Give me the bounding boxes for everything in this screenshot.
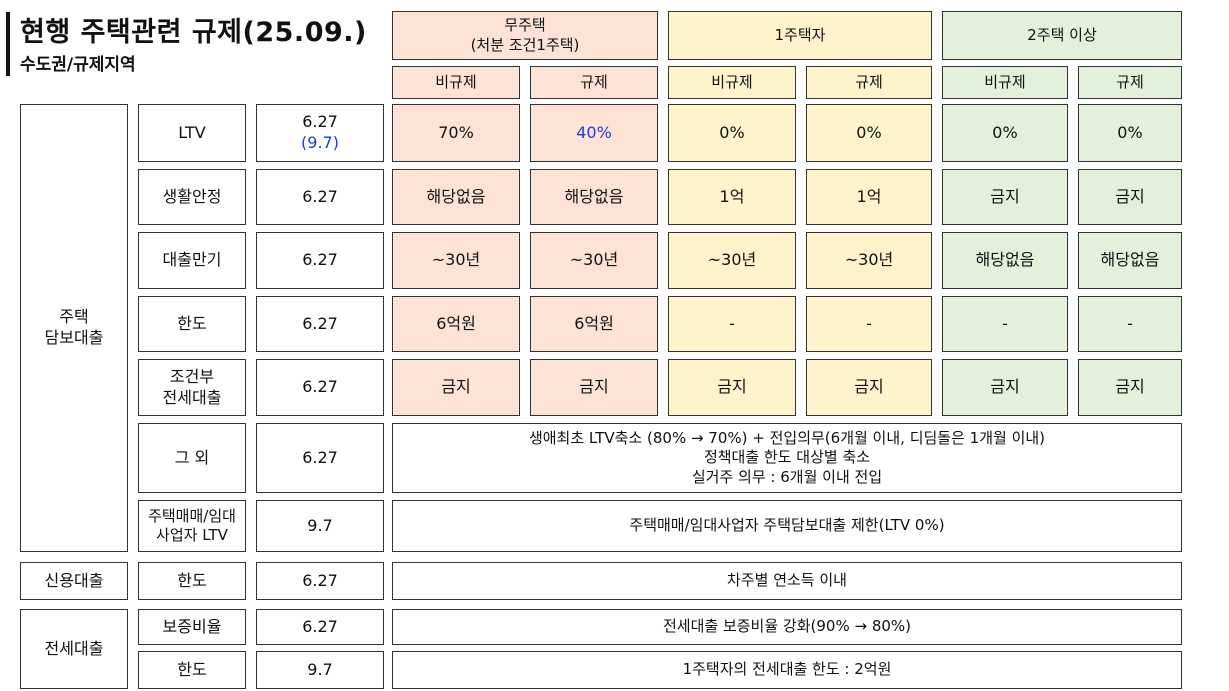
subheader-multi-house-non-reg: 비규제	[942, 66, 1068, 99]
group-header-no-house-line1: 무주택	[504, 16, 546, 34]
living-multi-house-reg: 금지	[1078, 169, 1182, 225]
row-date-ltv-primary: 6.27	[302, 112, 338, 132]
group-header-multi-house: 2주택 이상	[942, 11, 1182, 60]
conditional-multi-house-reg: 금지	[1078, 359, 1182, 416]
row-date-conditional: 6.27	[256, 359, 384, 416]
other-description-line1: 생애최초 LTV축소 (80% → 70%) + 전입의무(6개월 이내, 디딤…	[528, 428, 1046, 447]
row-label-living: 생활안정	[138, 169, 246, 225]
ltv-multi-house-non-reg: 0%	[942, 104, 1068, 162]
row-date-ltv-secondary: (9.7)	[301, 133, 339, 152]
conditional-no-house-non-reg: 금지	[392, 359, 520, 416]
subheader-one-house-non-reg: 비규제	[668, 66, 796, 99]
group-header-no-house: 무주택 (처분 조건1주택)	[392, 11, 658, 60]
row-label-other: 그 외	[138, 423, 246, 493]
category-mortgage: 주택 담보대출	[20, 104, 128, 552]
category-mortgage-line1: 주택	[59, 307, 89, 327]
jeonse-limit-description: 1주택자의 전세대출 한도 : 2억원	[392, 651, 1182, 689]
living-no-house-non-reg: 해당없음	[392, 169, 520, 225]
row-label-conditional-line2: 전세대출	[162, 387, 222, 407]
living-one-house-non-reg: 1억	[668, 169, 796, 225]
ltv-multi-house-reg: 0%	[1078, 104, 1182, 162]
other-description-line2: 정책대출 한도 대상별 축소	[703, 448, 871, 467]
living-multi-house-non-reg: 금지	[942, 169, 1068, 225]
limit-multi-house-non-reg: -	[942, 296, 1068, 352]
subheader-no-house-reg: 규제	[530, 66, 658, 99]
row-label-limit: 한도	[138, 296, 246, 352]
other-description-line3: 실거주 의무 : 6개월 이내 전입	[691, 467, 883, 486]
row-date-maturity: 6.27	[256, 232, 384, 289]
row-date-other: 6.27	[256, 423, 384, 493]
row-label-conditional-line1: 조건부	[169, 366, 215, 386]
conditional-one-house-reg: 금지	[806, 359, 932, 416]
living-no-house-reg: 해당없음	[530, 169, 658, 225]
category-credit: 신용대출	[20, 562, 128, 600]
row-label-business-line2: 사업자 LTV	[156, 526, 228, 544]
guarantee-description: 전세대출 보증비율 강화(90% → 80%)	[392, 609, 1182, 645]
category-jeonse: 전세대출	[20, 609, 128, 689]
living-one-house-reg: 1억	[806, 169, 932, 225]
row-label-business: 주택매매/임대 사업자 LTV	[138, 500, 246, 552]
row-label-conditional: 조건부 전세대출	[138, 359, 246, 416]
page-subtitle: 수도권/규제지역	[20, 55, 136, 75]
limit-no-house-non-reg: 6억원	[392, 296, 520, 352]
subheader-one-house-reg: 규제	[806, 66, 932, 99]
limit-no-house-reg: 6억원	[530, 296, 658, 352]
row-date-guarantee: 6.27	[256, 609, 384, 645]
maturity-no-house-non-reg: ~30년	[392, 232, 520, 289]
row-label-credit-limit: 한도	[138, 562, 246, 600]
row-label-guarantee: 보증비율	[138, 609, 246, 645]
row-date-ltv: 6.27 (9.7)	[256, 104, 384, 162]
title-accent-bar	[6, 12, 10, 76]
subheader-multi-house-reg: 규제	[1078, 66, 1182, 99]
row-date-jeonse-limit: 9.7	[256, 651, 384, 689]
row-date-living: 6.27	[256, 169, 384, 225]
business-description: 주택매매/임대사업자 주택담보대출 제한(LTV 0%)	[392, 500, 1182, 552]
row-label-ltv: LTV	[138, 104, 246, 162]
row-label-business-line1: 주택매매/임대	[148, 506, 236, 525]
row-date-credit-limit: 6.27	[256, 562, 384, 600]
ltv-no-house-non-reg: 70%	[392, 104, 520, 162]
maturity-one-house-reg: ~30년	[806, 232, 932, 289]
group-header-no-house-line2: (처분 조건1주택)	[470, 35, 580, 54]
maturity-one-house-non-reg: ~30년	[668, 232, 796, 289]
group-header-one-house: 1주택자	[668, 11, 932, 60]
maturity-no-house-reg: ~30년	[530, 232, 658, 289]
other-description: 생애최초 LTV축소 (80% → 70%) + 전입의무(6개월 이내, 디딤…	[392, 423, 1182, 493]
row-date-business: 9.7	[256, 500, 384, 552]
limit-one-house-non-reg: -	[668, 296, 796, 352]
credit-limit-description: 차주별 연소득 이내	[392, 562, 1182, 600]
ltv-one-house-reg: 0%	[806, 104, 932, 162]
row-label-maturity: 대출만기	[138, 232, 246, 289]
ltv-one-house-non-reg: 0%	[668, 104, 796, 162]
page-title: 현행 주택관련 규제(25.09.)	[20, 17, 367, 48]
maturity-multi-house-non-reg: 해당없음	[942, 232, 1068, 289]
category-mortgage-line2: 담보대출	[44, 328, 104, 347]
conditional-multi-house-non-reg: 금지	[942, 359, 1068, 416]
ltv-no-house-reg: 40%	[530, 104, 658, 162]
conditional-no-house-reg: 금지	[530, 359, 658, 416]
limit-one-house-reg: -	[806, 296, 932, 352]
subheader-no-house-non-reg: 비규제	[392, 66, 520, 99]
limit-multi-house-reg: -	[1078, 296, 1182, 352]
row-date-limit: 6.27	[256, 296, 384, 352]
row-label-jeonse-limit: 한도	[138, 651, 246, 689]
conditional-one-house-non-reg: 금지	[668, 359, 796, 416]
maturity-multi-house-reg: 해당없음	[1078, 232, 1182, 289]
